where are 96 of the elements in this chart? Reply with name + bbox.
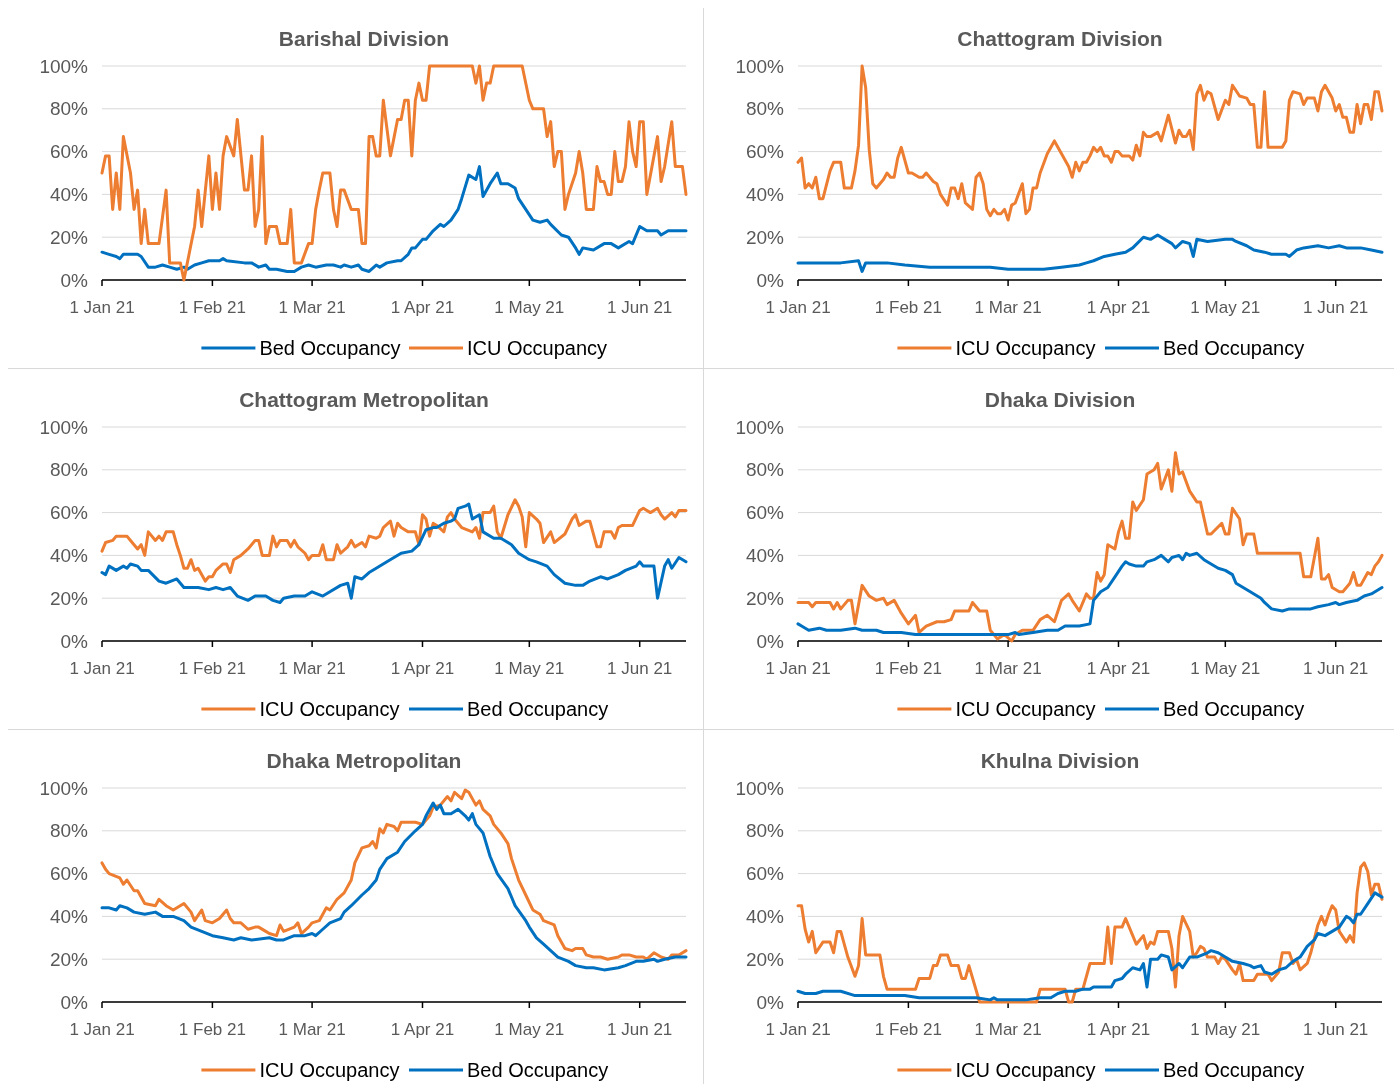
x-tick-label: 1 Apr 21 [1086,659,1151,678]
x-tick-label: 1 May 21 [1190,659,1261,678]
y-tick-label: 0% [60,991,89,1013]
y-tick-label: 40% [745,184,785,206]
line-series [100,165,688,273]
line-series [100,502,688,604]
x-tick-label: 1 Feb 21 [874,298,942,317]
y-tick-label: 80% [745,98,785,120]
y-tick-label: 20% [49,948,89,970]
y-tick-label: 40% [49,545,89,567]
x-tick-label: 1 Jun 21 [1303,298,1369,317]
y-tick-label: 0% [60,630,89,652]
y-tick-label: 0% [756,630,785,652]
y-tick-label: 100% [735,777,785,799]
legend-label: Bed Occupancy [259,337,401,359]
x-tick-label: 1 May 21 [494,659,565,678]
x-tick-label: 1 Mar 21 [974,659,1042,678]
y-tick-label: 80% [49,459,89,481]
legend-label: ICU Occupancy [259,1059,400,1081]
x-tick-label: 1 May 21 [494,1020,565,1039]
legend-label: ICU Occupancy [467,337,608,359]
x-tick-label: 1 Apr 21 [390,1020,455,1039]
chart-title: Chattogram Division [957,27,1163,50]
legend-label: Bed Occupancy [1163,698,1305,720]
x-tick-label: 1 Jun 21 [607,298,673,317]
x-tick-label: 1 Jun 21 [1303,1020,1369,1039]
x-tick-label: 1 Jun 21 [607,1020,673,1039]
x-tick-label: 1 Feb 21 [178,1020,246,1039]
x-tick-label: 1 Apr 21 [390,298,455,317]
y-tick-label: 100% [735,55,785,77]
chart-title: Chattogram Metropolitan [239,388,489,411]
y-tick-label: 20% [49,587,89,609]
y-tick-label: 40% [745,545,785,567]
y-tick-label: 100% [39,55,89,77]
x-tick-label: 1 Jan 21 [765,298,831,317]
y-tick-label: 40% [745,906,785,928]
y-tick-label: 100% [39,416,89,438]
x-tick-label: 1 Mar 21 [974,1020,1042,1039]
y-tick-label: 20% [745,226,785,248]
x-tick-label: 1 Jan 21 [69,659,135,678]
chart-title: Khulna Division [980,749,1140,772]
y-tick-label: 60% [49,502,89,524]
legend-label: Bed Occupancy [467,1059,609,1081]
x-tick-label: 1 Mar 21 [278,659,346,678]
y-tick-label: 60% [745,502,785,524]
chart-title: Dhaka Division [984,388,1136,411]
legend-label: ICU Occupancy [955,698,1096,720]
legend-label: ICU Occupancy [259,698,400,720]
line-series [796,233,1384,273]
chart-title: Barishal Division [278,27,450,50]
legend-label: Bed Occupancy [1163,337,1305,359]
y-tick-label: 0% [756,991,785,1013]
x-tick-label: 1 Mar 21 [974,298,1042,317]
y-tick-label: 60% [745,141,785,163]
y-tick-label: 20% [745,587,785,609]
y-tick-label: 60% [49,141,89,163]
x-tick-label: 1 Jun 21 [1303,659,1369,678]
y-tick-label: 20% [745,948,785,970]
x-tick-label: 1 Apr 21 [1086,1020,1151,1039]
x-tick-label: 1 Mar 21 [278,298,346,317]
x-tick-label: 1 May 21 [494,298,565,317]
legend-label: ICU Occupancy [955,337,1096,359]
y-tick-label: 40% [49,184,89,206]
legend-label: Bed Occupancy [467,698,609,720]
x-tick-label: 1 Apr 21 [390,659,455,678]
x-tick-label: 1 Feb 21 [874,659,942,678]
y-tick-label: 80% [745,820,785,842]
x-tick-label: 1 Jan 21 [765,659,831,678]
x-tick-label: 1 May 21 [1190,1020,1261,1039]
line-series [100,498,688,583]
y-tick-label: 0% [60,269,89,291]
x-tick-label: 1 Apr 21 [1086,298,1151,317]
y-tick-label: 100% [735,416,785,438]
x-tick-label: 1 Jun 21 [607,659,673,678]
y-tick-label: 80% [49,98,89,120]
x-tick-label: 1 Feb 21 [178,298,246,317]
line-series [796,551,1384,637]
x-tick-label: 1 May 21 [1190,298,1261,317]
legend-label: Bed Occupancy [1163,1059,1305,1081]
y-tick-label: 80% [745,459,785,481]
x-tick-label: 1 Jan 21 [69,298,135,317]
x-tick-label: 1 Feb 21 [874,1020,942,1039]
legend-label: ICU Occupancy [955,1059,1096,1081]
y-tick-label: 60% [49,863,89,885]
line-series [796,64,1384,222]
x-tick-label: 1 Jan 21 [69,1020,135,1039]
y-tick-label: 40% [49,906,89,928]
y-tick-label: 100% [39,777,89,799]
y-tick-label: 60% [745,863,785,885]
x-tick-label: 1 Mar 21 [278,1020,346,1039]
y-tick-label: 20% [49,226,89,248]
chart-title: Dhaka Metropolitan [266,749,462,772]
x-tick-label: 1 Feb 21 [178,659,246,678]
y-tick-label: 0% [756,269,785,291]
x-tick-label: 1 Jan 21 [765,1020,831,1039]
y-tick-label: 80% [49,820,89,842]
